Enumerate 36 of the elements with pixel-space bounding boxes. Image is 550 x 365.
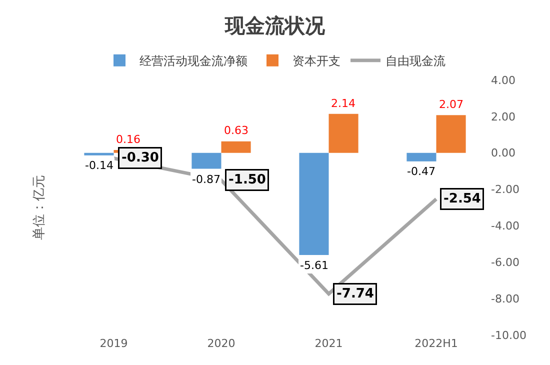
data-label: 0.16	[116, 133, 140, 146]
y-tick-label: -4.00	[491, 220, 520, 233]
data-label: 0.63	[224, 124, 248, 137]
y-tick-label: 0.00	[491, 146, 516, 160]
y-tick-label: -6.00	[491, 256, 520, 269]
y-tick-label: -2.00	[491, 183, 520, 196]
x-tick-label: 2019	[100, 337, 128, 350]
legend-label: 自由现金流	[386, 54, 446, 68]
chart-title: 现金流状况	[224, 13, 326, 38]
data-label: -2.54	[444, 192, 481, 206]
data-label: -0.87	[192, 173, 220, 186]
x-tick-label: 2020	[207, 337, 236, 350]
bar	[221, 141, 251, 153]
y-tick-label: -10.00	[491, 328, 526, 342]
bar	[436, 115, 466, 153]
legend-label: 资本开支	[292, 54, 340, 68]
bar	[328, 114, 358, 153]
data-label: -0.30	[122, 150, 159, 166]
y-tick-label: 2.00	[491, 110, 516, 124]
data-label: -1.50	[228, 172, 266, 188]
data-label: -7.74	[336, 286, 374, 302]
y-axis-title: 单位：亿元	[32, 174, 47, 240]
x-tick-label: 2022H1	[414, 337, 458, 350]
bar	[192, 152, 222, 169]
data-label: 2.14	[331, 97, 356, 110]
legend-label: 经营活动现金流净额	[140, 54, 248, 68]
data-label: 2.07	[439, 98, 464, 111]
y-tick-label: -8.00	[491, 292, 520, 306]
x-tick-label: 2021	[314, 337, 343, 350]
data-label: -0.47	[407, 165, 436, 178]
bar	[299, 152, 329, 256]
data-label: -5.61	[300, 259, 328, 272]
bar	[406, 152, 436, 162]
bar	[84, 152, 114, 156]
y-tick-label: 4.00	[491, 74, 516, 87]
data-label: -0.14	[85, 159, 114, 172]
